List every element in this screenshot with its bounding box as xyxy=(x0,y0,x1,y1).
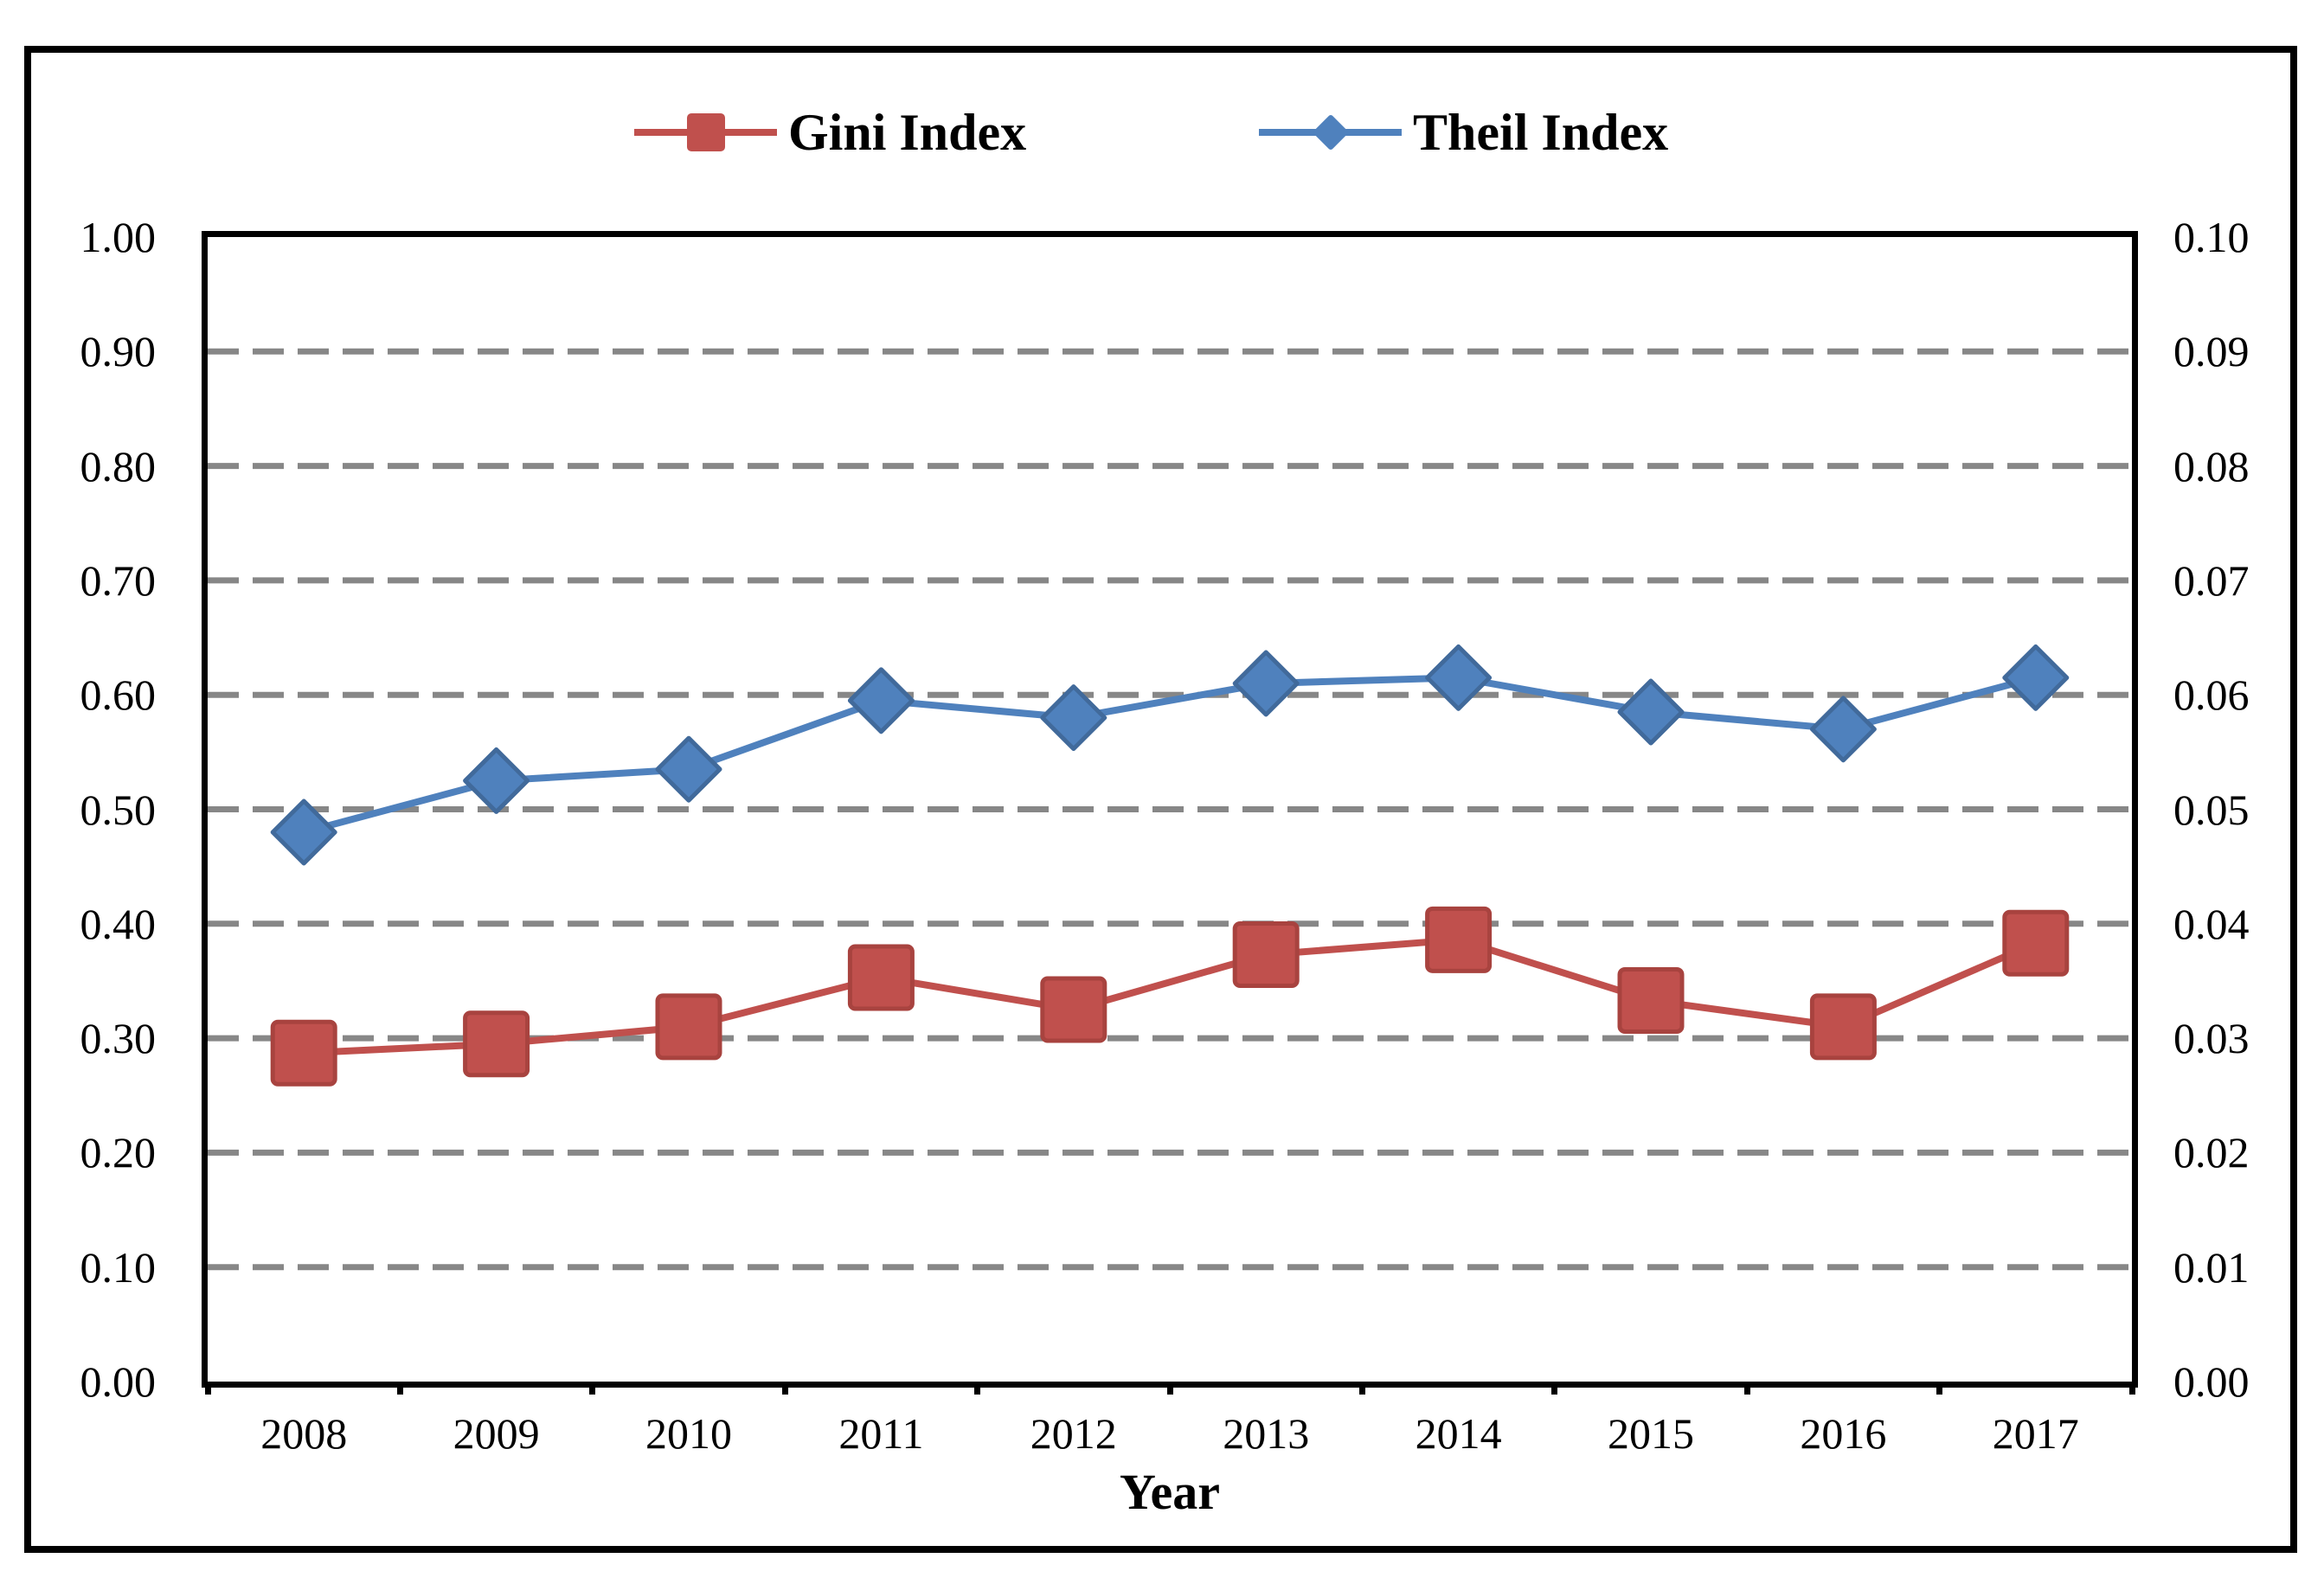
theil-index-marker xyxy=(1232,650,1300,717)
x-axis-tick-label: 2015 xyxy=(1608,1409,1694,1458)
theil-index-marker xyxy=(463,747,530,814)
theil-index-marker xyxy=(1040,684,1107,752)
theil-index-marker xyxy=(1809,696,1877,763)
gini-index-marker xyxy=(1232,921,1300,989)
gini-index-marker xyxy=(1425,906,1493,973)
x-axis-tick-label: 2012 xyxy=(1030,1409,1117,1458)
theil-index-line xyxy=(303,674,2037,836)
gini-index-marker xyxy=(463,1010,530,1078)
left-axis-tick-label: 0.00 xyxy=(80,1357,157,1406)
x-axis-title: Year xyxy=(1120,1464,1220,1520)
x-axis-tick-mark xyxy=(1551,1382,1558,1395)
x-axis-tick-label: 2017 xyxy=(1992,1409,2079,1458)
theil-index-marker xyxy=(270,798,337,866)
theil-index-marker xyxy=(847,667,915,734)
x-axis-tick-mark xyxy=(396,1382,403,1395)
gini-square-marker-icon xyxy=(687,113,725,151)
x-axis-tick-label: 2009 xyxy=(453,1409,540,1458)
left-axis-tick-label: 0.20 xyxy=(80,1128,157,1177)
right-axis-tick-label: 0.01 xyxy=(2173,1242,2250,1292)
x-axis-tick-mark xyxy=(1743,1382,1750,1395)
gini-index-marker xyxy=(1809,993,1877,1061)
gini-index-marker xyxy=(2002,909,2070,977)
right-axis-tick-label: 0.00 xyxy=(2173,1357,2250,1406)
right-axis-tick-label: 0.07 xyxy=(2173,555,2250,605)
right-axis-tick-label: 0.09 xyxy=(2173,327,2250,376)
x-axis-tick-mark xyxy=(2128,1382,2135,1395)
x-axis-tick-mark xyxy=(589,1382,596,1395)
right-axis-tick-label: 0.04 xyxy=(2173,899,2250,948)
right-axis-tick-label: 0.08 xyxy=(2173,441,2250,491)
theil-legend-marker xyxy=(1259,104,1402,161)
x-axis-tick-mark xyxy=(1936,1382,1943,1395)
gini-index-marker xyxy=(655,993,722,1061)
theil-index-marker xyxy=(1425,644,1493,711)
theil-index-marker xyxy=(2002,644,2070,711)
right-axis-tick-label: 0.06 xyxy=(2173,670,2250,720)
x-axis-tick-label: 2014 xyxy=(1415,1409,1502,1458)
x-axis-tick-mark xyxy=(974,1382,981,1395)
x-axis-tick-label: 2016 xyxy=(1800,1409,1887,1458)
x-axis-tick-mark xyxy=(1358,1382,1365,1395)
theil-diamond-marker-icon xyxy=(1312,113,1350,151)
left-axis-tick-label: 0.10 xyxy=(80,1242,157,1292)
legend-item-theil: Theil Index xyxy=(1259,104,1668,161)
left-axis-tick-label: 0.40 xyxy=(80,899,157,948)
left-axis-tick-label: 0.30 xyxy=(80,1014,157,1063)
left-axis-tick-label: 0.70 xyxy=(80,555,157,605)
left-axis-tick-label: 0.50 xyxy=(80,785,157,834)
plot-svg xyxy=(208,348,2132,1271)
gini-index-marker xyxy=(1040,976,1107,1043)
left-axis-tick-label: 0.90 xyxy=(80,327,157,376)
legend-item-gini: Gini Index xyxy=(634,104,1026,161)
x-axis-tick-label: 2011 xyxy=(838,1409,924,1458)
legend-label-theil: Theil Index xyxy=(1413,104,1669,161)
x-axis-tick-label: 2010 xyxy=(645,1409,732,1458)
left-axis-tick-label: 0.80 xyxy=(80,441,157,491)
right-axis-tick-label: 0.03 xyxy=(2173,1014,2250,1063)
left-axis-tick-label: 0.60 xyxy=(80,670,157,720)
gini-index-marker xyxy=(270,1019,337,1087)
x-axis-tick-label: 2013 xyxy=(1223,1409,1310,1458)
x-axis-tick-mark xyxy=(1166,1382,1173,1395)
left-axis-tick-label: 1.00 xyxy=(80,213,157,261)
x-axis-tick-mark xyxy=(781,1382,788,1395)
theil-index-marker xyxy=(1617,678,1685,746)
gini-index-marker xyxy=(847,944,915,1011)
right-axis-tick-label: 0.05 xyxy=(2173,785,2250,834)
gini-index-marker xyxy=(1617,966,1685,1034)
right-axis-tick-label: 0.02 xyxy=(2173,1128,2250,1177)
theil-index-marker xyxy=(655,735,722,803)
legend-label-gini: Gini Index xyxy=(788,104,1027,161)
right-axis-tick-label: 0.10 xyxy=(2173,213,2250,261)
gini-index-line xyxy=(304,936,2038,1057)
x-axis-tick-label: 2008 xyxy=(260,1409,348,1458)
x-axis-tick-mark xyxy=(204,1382,211,1395)
plot-area xyxy=(202,231,2138,1388)
gini-legend-marker xyxy=(634,104,777,161)
